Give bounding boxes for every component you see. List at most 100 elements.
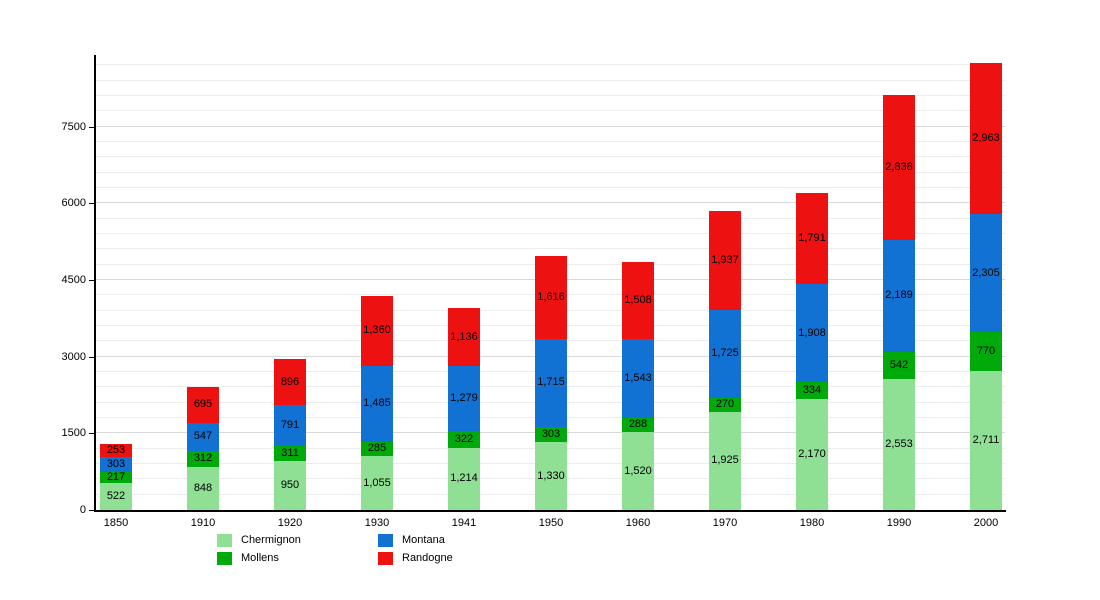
x-tick-label: 1960	[625, 517, 651, 529]
segment-value-label: 1,279	[450, 392, 478, 405]
bar-segment-montana: 791	[274, 405, 306, 446]
x-axis-line	[94, 510, 1006, 512]
y-tick-label: 6000	[61, 197, 86, 210]
bar-segment-randogne: 1,937	[709, 210, 741, 310]
bar-segment-chermignon: 1,214	[448, 447, 480, 510]
segment-value-label: 2,711	[972, 434, 1000, 447]
segment-value-label: 1,908	[798, 326, 826, 339]
segment-value-label: 1,360	[363, 324, 391, 337]
segment-value-label: 2,170	[798, 448, 826, 461]
bar-segment-montana: 547	[187, 422, 219, 451]
x-tick-label: 2000	[973, 517, 999, 529]
bar-segment-chermignon: 950	[274, 461, 306, 510]
segment-value-label: 2,305	[972, 266, 1000, 279]
legend-item-mollens: Mollens	[217, 549, 301, 567]
minor-gridline	[95, 248, 1005, 250]
x-tick-label: 1980	[799, 517, 825, 529]
segment-value-label: 896	[280, 375, 300, 388]
x-tick-label: 1950	[538, 517, 564, 529]
bar-segment-montana: 1,279	[448, 366, 480, 432]
segment-value-label: 1,925	[711, 454, 739, 467]
bar-segment-montana: 2,189	[883, 239, 915, 352]
y-tick-label: 3000	[61, 350, 86, 363]
bar-segment-randogne: 1,136	[448, 308, 480, 367]
minor-gridline	[95, 140, 1005, 142]
bar-segment-chermignon: 522	[100, 483, 132, 510]
y-tick-mark	[89, 203, 94, 205]
bar-segment-randogne: 253	[100, 443, 132, 457]
bar-segment-montana: 1,485	[361, 365, 393, 442]
bar-segment-mollens: 285	[361, 441, 393, 457]
segment-value-label: 695	[193, 398, 213, 411]
bar-segment-mollens: 334	[796, 382, 828, 400]
segment-value-label: 1,214	[450, 472, 478, 485]
minor-gridline	[95, 171, 1005, 173]
segment-value-label: 547	[193, 430, 213, 443]
bar-segment-mollens: 217	[100, 471, 132, 484]
legend-label: Chermignon	[241, 533, 301, 546]
y-tick-label: 4500	[61, 273, 86, 286]
x-tick-label: 1930	[364, 517, 390, 529]
minor-gridline	[95, 156, 1005, 158]
bar-segment-randogne: 695	[187, 387, 219, 423]
segment-value-label: 848	[193, 481, 213, 494]
minor-gridline	[95, 79, 1005, 81]
bar-segment-mollens: 311	[274, 445, 306, 462]
bar-segment-randogne: 2,963	[970, 62, 1002, 215]
segment-value-label: 1,937	[711, 253, 739, 266]
y-tick-label: 1500	[61, 427, 86, 440]
segment-value-label: 322	[454, 433, 474, 446]
bar-segment-mollens: 542	[883, 351, 915, 380]
y-tick-mark	[89, 356, 94, 358]
segment-value-label: 217	[106, 471, 126, 484]
bar-segment-chermignon: 1,055	[361, 456, 393, 510]
segment-value-label: 1,543	[624, 371, 652, 384]
bar-segment-chermignon: 1,520	[622, 432, 654, 510]
bar-segment-mollens: 303	[535, 426, 567, 443]
x-tick-label: 1920	[277, 517, 303, 529]
bar-segment-randogne: 1,791	[796, 192, 828, 285]
plot-area: 522 217 303 253 848 312 547 695 950 311 791 896 1,05…	[95, 55, 1005, 510]
segment-value-label: 1,715	[537, 376, 565, 389]
y-tick-mark	[89, 279, 94, 281]
bar-segment-montana: 1,543	[622, 338, 654, 418]
segment-value-label: 288	[628, 418, 648, 431]
segment-value-label: 1,616	[537, 291, 565, 304]
bar-segment-chermignon: 2,711	[970, 371, 1002, 510]
y-tick-label: 7500	[61, 120, 86, 133]
bar-segment-montana: 2,305	[970, 214, 1002, 333]
bar-segment-randogne: 1,508	[622, 261, 654, 339]
bar-segment-chermignon: 2,170	[796, 399, 828, 510]
bar-segment-randogne: 896	[274, 359, 306, 406]
segment-value-label: 2,553	[885, 438, 913, 451]
y-tick-mark	[89, 126, 94, 128]
minor-gridline	[95, 232, 1005, 234]
minor-gridline	[95, 94, 1005, 96]
bar-segment-randogne: 2,838	[883, 94, 915, 240]
segment-value-label: 253	[106, 443, 126, 456]
legend-swatch-icon	[217, 551, 232, 565]
bar-segment-montana: 303	[100, 456, 132, 473]
legend-label: Montana	[402, 533, 445, 546]
y-tick-label: 0	[79, 504, 86, 516]
y-tick-mark	[89, 510, 94, 511]
major-gridline	[95, 125, 1005, 127]
segment-value-label: 303	[106, 457, 126, 470]
segment-value-label: 1,520	[624, 464, 652, 477]
segment-value-label: 2,189	[885, 289, 913, 302]
segment-value-label: 791	[280, 418, 300, 431]
segment-value-label: 312	[193, 452, 213, 465]
bar-segment-chermignon: 1,330	[535, 442, 567, 510]
x-tick-label: 1990	[886, 517, 912, 529]
bar-segment-chermignon: 848	[187, 466, 219, 510]
x-tick-label: 1910	[190, 517, 216, 529]
bar-segment-randogne: 1,360	[361, 296, 393, 366]
segment-value-label: 1,485	[363, 397, 391, 410]
legend-item-randogne: Randogne	[378, 549, 453, 567]
legend-swatch-icon	[378, 533, 393, 547]
legend-label: Mollens	[241, 551, 279, 564]
bar-segment-mollens: 312	[187, 450, 219, 467]
segment-value-label: 285	[367, 442, 387, 455]
segment-value-label: 270	[715, 398, 735, 411]
segment-value-label: 2,838	[885, 160, 913, 173]
